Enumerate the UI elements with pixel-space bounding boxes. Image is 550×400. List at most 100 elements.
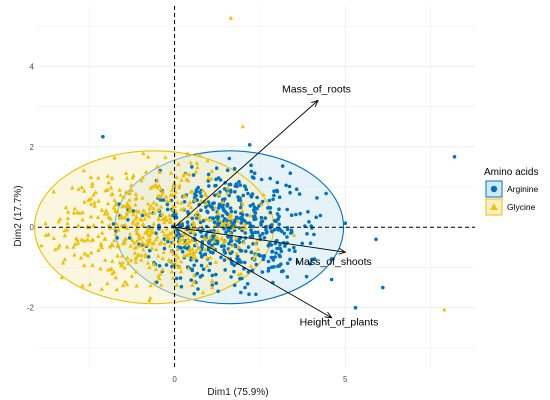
point-glycine [95, 214, 101, 219]
point-arginine [203, 252, 208, 256]
point-glycine [203, 247, 208, 252]
point-glycine [53, 247, 58, 252]
point-glycine [161, 250, 166, 255]
point-arginine [266, 266, 271, 271]
point-glycine [146, 214, 152, 219]
point-arginine [193, 194, 197, 198]
point-arginine [176, 232, 181, 236]
point-glycine [148, 185, 153, 190]
point-glycine [204, 216, 209, 221]
point-arginine [247, 292, 251, 297]
variable-label-height_of_plants: Height_of_plants [300, 317, 379, 329]
point-glycine [154, 202, 159, 207]
point-glycine [178, 259, 184, 264]
point-arginine [233, 218, 237, 223]
arrowhead-icon [324, 311, 333, 319]
point-arginine [253, 230, 258, 235]
point-glycine [141, 247, 146, 252]
point-glycine [197, 216, 202, 221]
point-arginine [246, 245, 251, 249]
point-glycine [134, 229, 140, 234]
point-glycine [134, 244, 139, 249]
point-arginine [165, 207, 170, 212]
point-arginine [171, 213, 175, 218]
legend-label-glycine: Glycine [507, 202, 536, 212]
point-glycine [96, 198, 101, 203]
point-glycine [143, 211, 148, 215]
point-glycine [159, 204, 164, 209]
point-arginine [179, 284, 184, 289]
point-glycine [88, 174, 94, 179]
point-glycine [88, 214, 94, 219]
point-glycine [192, 221, 197, 226]
point-glycine [150, 226, 155, 231]
point-glycine [160, 216, 165, 221]
point-arginine [314, 215, 319, 220]
point-arginine [312, 232, 316, 237]
point-glycine [90, 237, 96, 242]
point-glycine [188, 160, 193, 165]
point-glycine [116, 243, 121, 248]
point-glycine [179, 177, 184, 182]
point-glycine [145, 260, 151, 265]
point-arginine-outlier [381, 285, 385, 290]
point-glycine [167, 258, 172, 263]
point-arginine [249, 250, 254, 254]
point-glycine [151, 230, 156, 235]
point-arginine [227, 241, 231, 246]
x-tick-label: 5 [343, 375, 348, 384]
point-glycine [105, 281, 110, 286]
point-arginine [259, 177, 264, 182]
point-glycine [172, 234, 177, 239]
point-glycine [81, 168, 86, 173]
y-tick-label: 0 [30, 223, 35, 232]
point-glycine [185, 151, 190, 156]
point-glycine [153, 183, 158, 188]
point-arginine [209, 204, 213, 209]
point-glycine [121, 283, 126, 288]
point-glycine [219, 236, 225, 241]
point-arginine [254, 262, 259, 267]
point-glycine [162, 220, 167, 225]
point-arginine [315, 196, 319, 200]
point-glycine [79, 237, 84, 242]
point-arginine [266, 244, 271, 248]
point-glycine [231, 225, 236, 230]
point-glycine [116, 227, 121, 232]
point-glycine [125, 255, 130, 260]
point-arginine [259, 215, 264, 220]
point-arginine [249, 194, 253, 198]
point-glycine [112, 269, 117, 274]
point-glycine [223, 220, 228, 225]
point-arginine [214, 281, 218, 286]
point-glycine-outlier [291, 232, 297, 237]
point-glycine [164, 198, 169, 203]
point-arginine-outlier [374, 237, 378, 242]
point-glycine [148, 283, 153, 288]
point-glycine [187, 248, 192, 253]
point-glycine [108, 216, 113, 221]
point-arginine [233, 244, 238, 249]
point-glycine [105, 187, 110, 192]
point-glycine [127, 231, 133, 236]
point-glycine [89, 201, 94, 206]
point-glycine [202, 235, 207, 240]
point-glycine [157, 183, 162, 188]
point-arginine [324, 191, 328, 196]
point-arginine [158, 198, 163, 202]
ellipse-glycine [34, 150, 275, 305]
point-glycine [206, 175, 211, 180]
point-glycine [213, 259, 218, 264]
point-glycine [112, 155, 117, 160]
point-glycine [194, 241, 199, 246]
point-glycine [167, 219, 172, 224]
point-arginine [240, 212, 245, 217]
point-arginine [196, 185, 200, 190]
point-arginine [252, 205, 257, 209]
point-arginine [201, 267, 206, 272]
point-glycine [181, 236, 186, 241]
point-arginine [248, 223, 253, 227]
point-glycine [176, 255, 181, 260]
point-glycine [200, 188, 206, 193]
point-glycine [193, 169, 199, 174]
